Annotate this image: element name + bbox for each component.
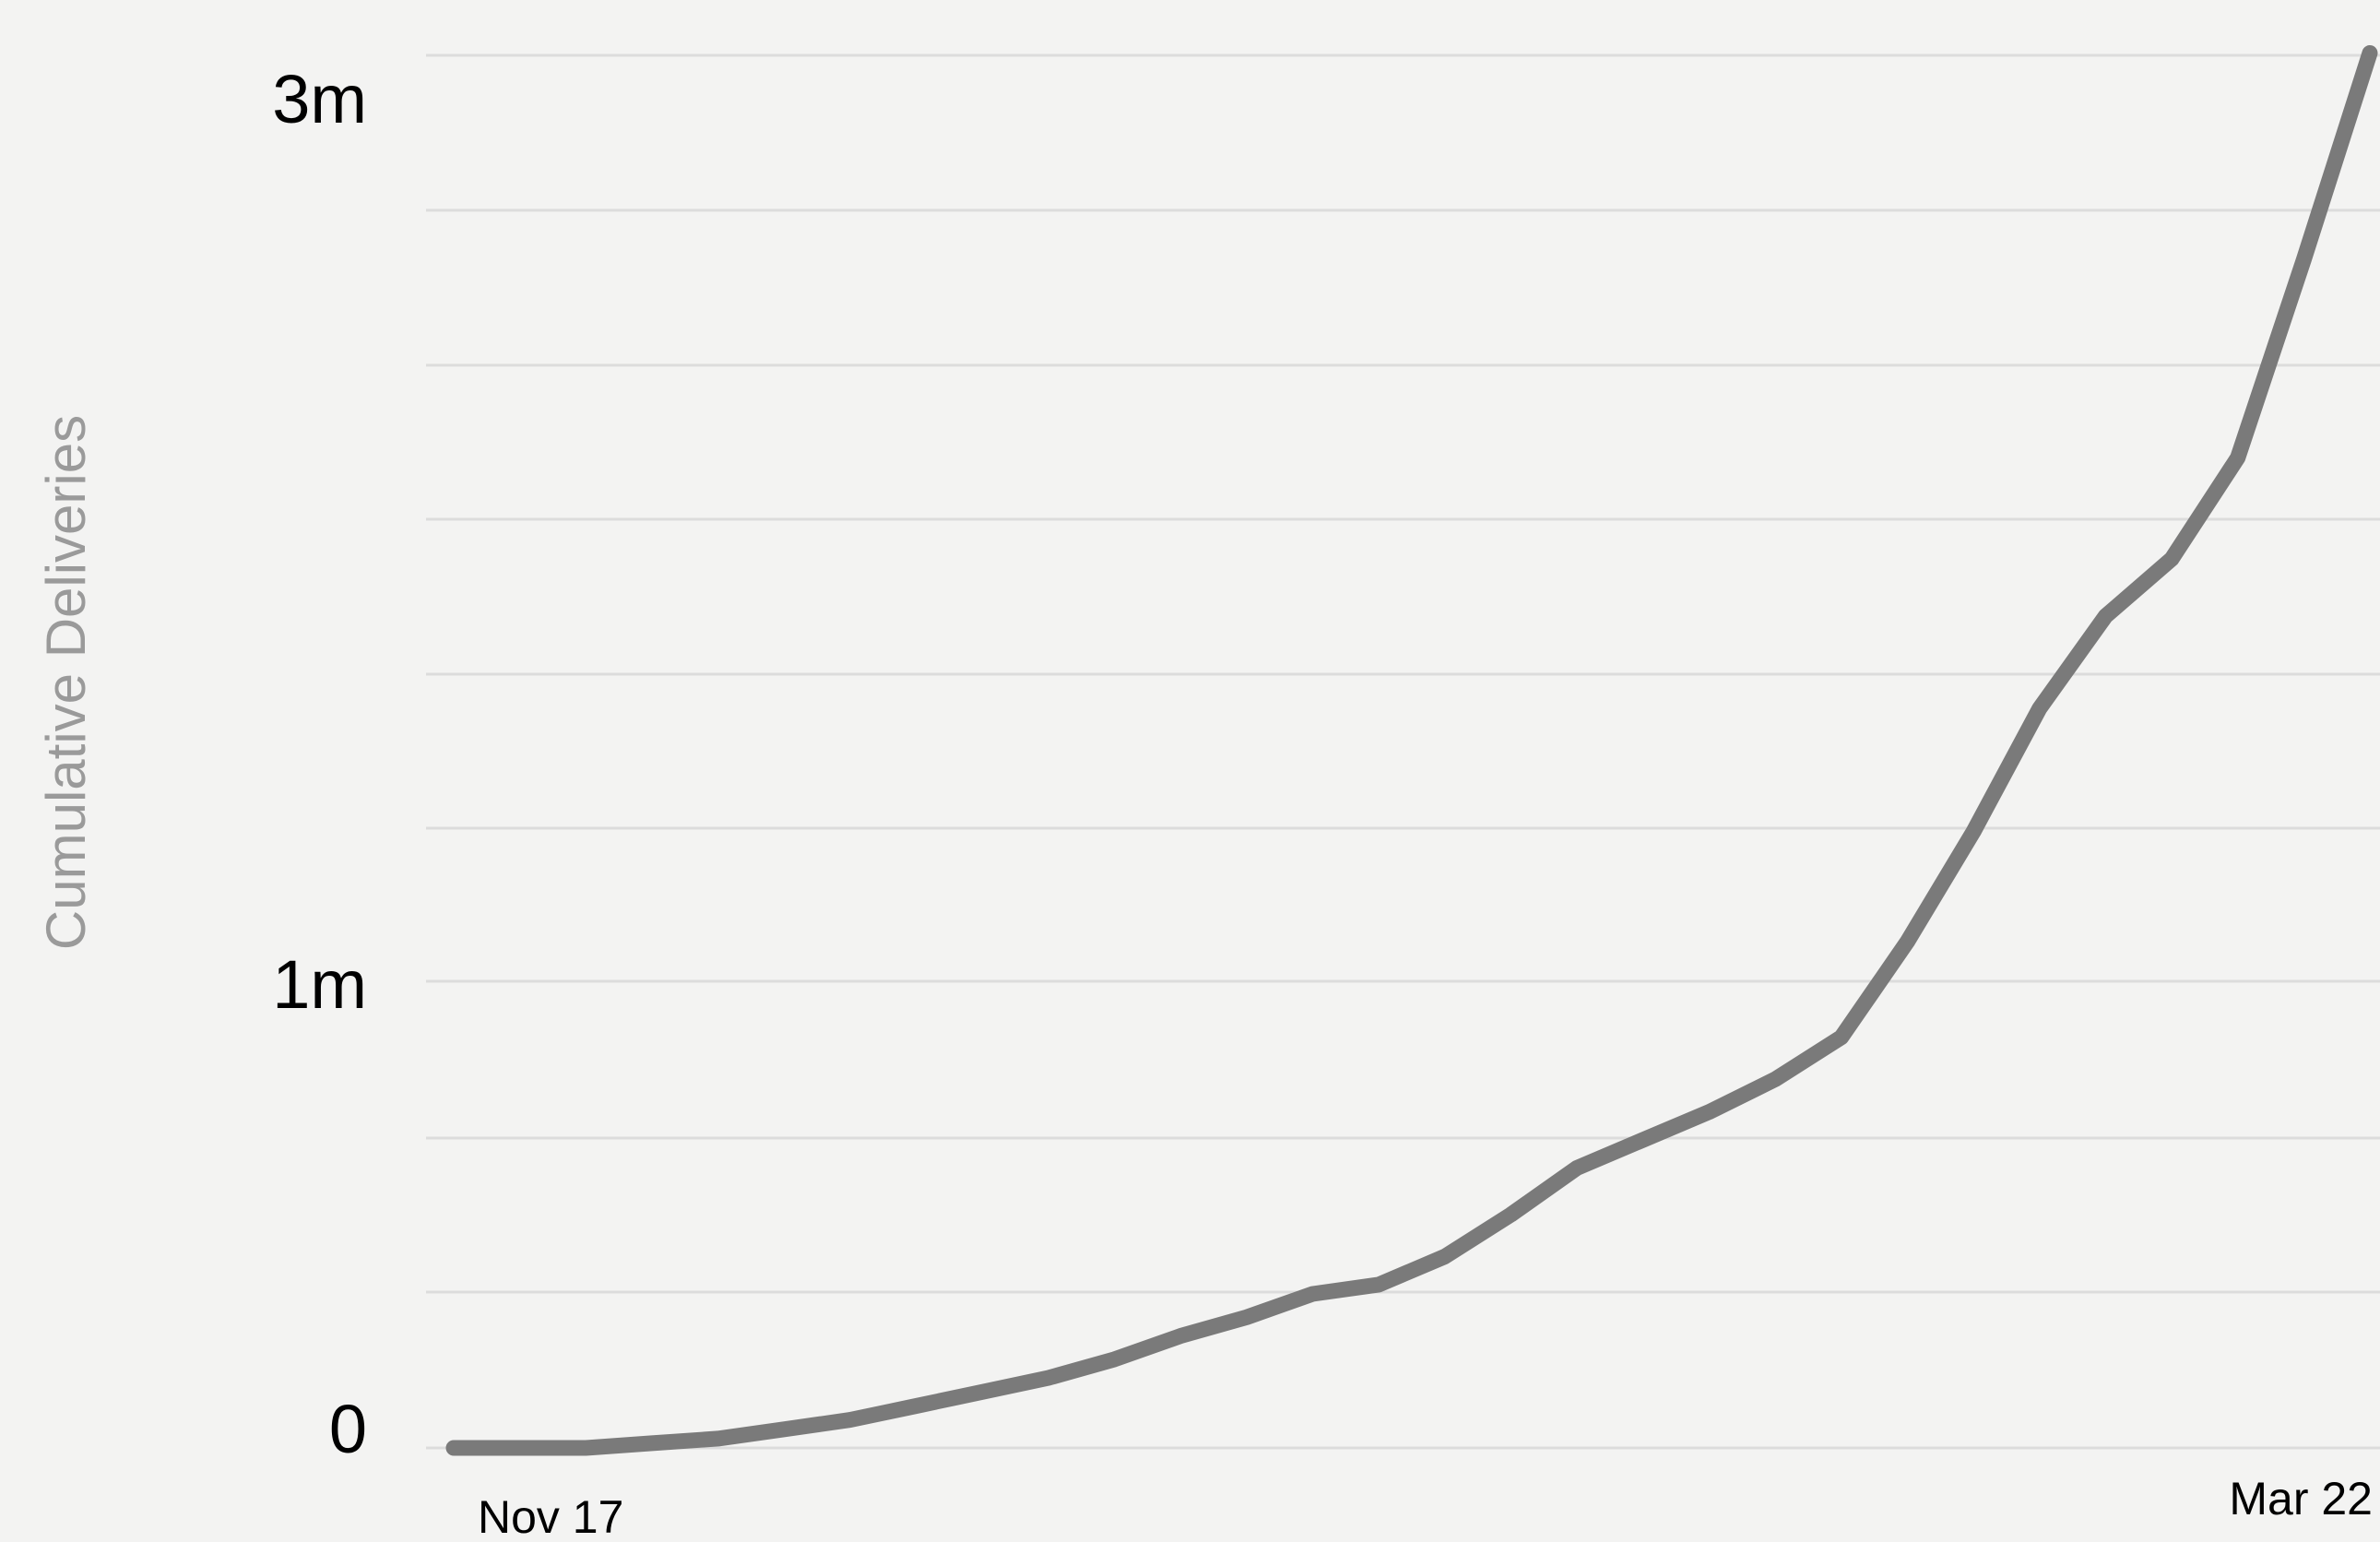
- y-tick-label: 1m: [272, 946, 367, 1023]
- y-axis-title: Cumulative Deliveries: [35, 415, 97, 950]
- gridlines: [426, 53, 2380, 1450]
- x-tick-label: Mar 22: [2229, 1473, 2373, 1524]
- x-tick-label: Nov 17: [478, 1491, 623, 1542]
- y-axis-ticks: 0 1m 3m: [272, 61, 367, 1467]
- series-line: [445, 45, 2378, 1456]
- series-lines: [445, 45, 2378, 1456]
- x-axis-ticks: Nov 17 Mar 22: [478, 1473, 2373, 1542]
- y-tick-label: 3m: [272, 61, 367, 137]
- y-tick-label: 0: [329, 1391, 367, 1467]
